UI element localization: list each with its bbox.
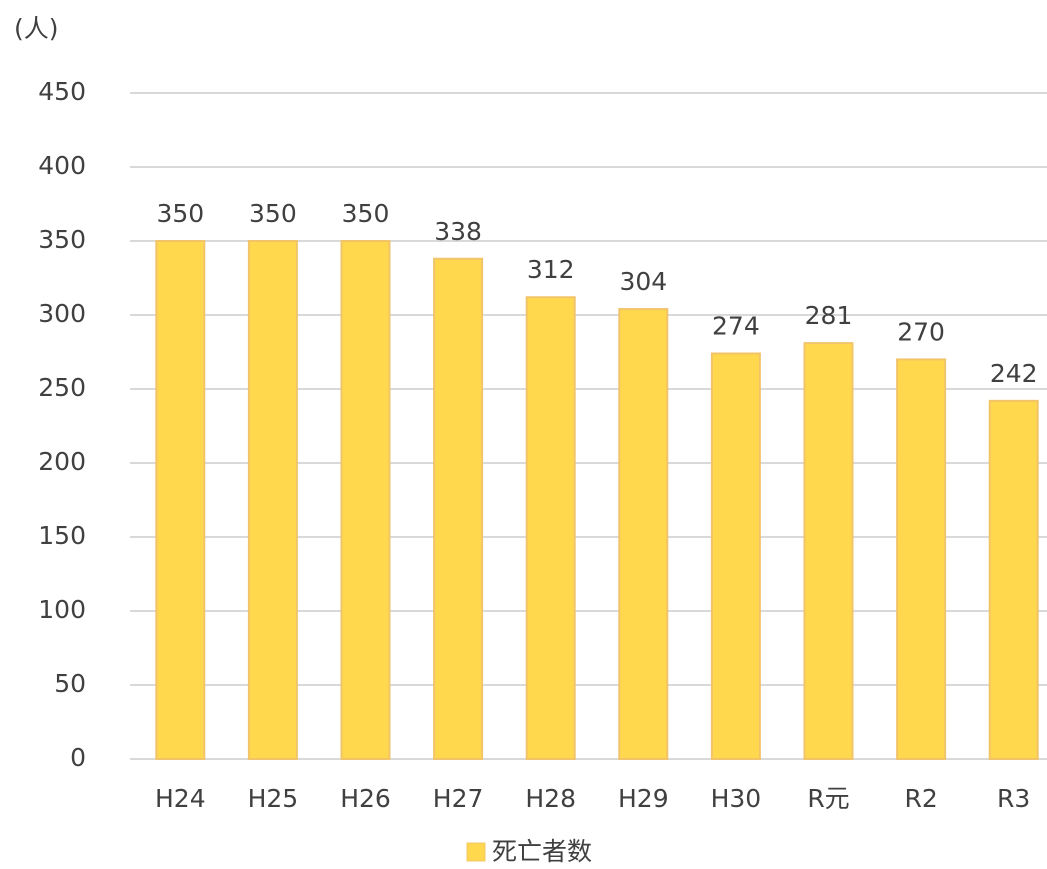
data-label: 338 <box>434 217 482 246</box>
data-label: 304 <box>619 267 667 296</box>
data-label: 350 <box>342 199 390 228</box>
bar <box>618 308 669 760</box>
y-tick-label: 450 <box>38 77 86 106</box>
bar <box>803 342 854 760</box>
y-axis-unit: (人) <box>14 14 59 43</box>
x-tick-label: H28 <box>525 784 576 813</box>
y-tick-label: 200 <box>38 447 86 476</box>
data-label: 274 <box>712 311 760 340</box>
bar <box>433 257 484 760</box>
x-tick-label: R元 <box>807 784 849 813</box>
x-tick-label: R2 <box>904 784 937 813</box>
data-label: 350 <box>156 199 204 228</box>
data-label: 242 <box>990 359 1038 388</box>
legend-swatch <box>466 842 486 862</box>
bar <box>988 399 1039 760</box>
bar <box>155 240 206 760</box>
data-label: 312 <box>527 255 575 284</box>
y-tick-label: 300 <box>38 299 86 328</box>
x-tick-label: R3 <box>997 784 1030 813</box>
y-tick-label: 50 <box>54 669 86 698</box>
data-label: 270 <box>897 317 945 346</box>
y-tick-label: 250 <box>38 373 86 402</box>
bar <box>340 240 391 760</box>
x-tick-label: H29 <box>618 784 669 813</box>
x-tick-label: H25 <box>248 784 299 813</box>
y-tick-label: 100 <box>38 595 86 624</box>
data-label: 350 <box>249 199 297 228</box>
x-tick-label: H24 <box>155 784 206 813</box>
x-tick-label: H30 <box>711 784 762 813</box>
data-label: 281 <box>805 301 853 330</box>
bar <box>710 352 761 760</box>
y-tick-label: 0 <box>70 743 86 772</box>
y-tick-label: 150 <box>38 521 86 550</box>
x-tick-label: H26 <box>340 784 391 813</box>
x-tick-label: H27 <box>433 784 484 813</box>
y-tick-label: 350 <box>38 225 86 254</box>
bar <box>247 240 298 760</box>
y-tick-label: 400 <box>38 151 86 180</box>
bar <box>896 358 947 760</box>
legend-label: 死亡者数 <box>492 837 592 865</box>
bar <box>525 296 576 760</box>
